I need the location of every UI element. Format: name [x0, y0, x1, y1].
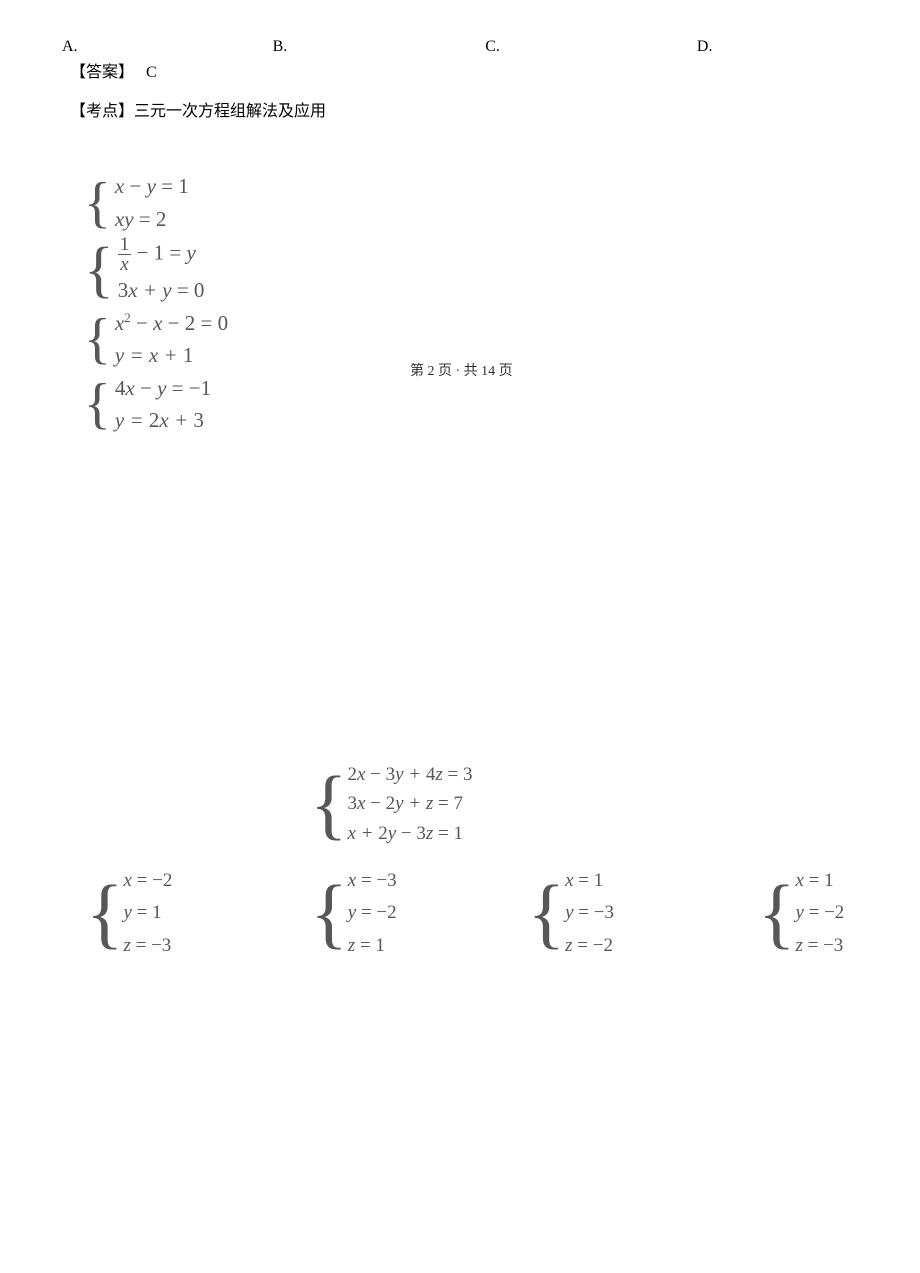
equations-block: { x − y = 1 xy = 2 { 1x − 1 = y 3x + y =… [84, 170, 228, 437]
ans-c-2: y = −3 [565, 897, 614, 929]
eq-group-1: { x − y = 1 xy = 2 [84, 170, 228, 235]
eq-line: x − y = 1 [115, 170, 189, 203]
answer-option-b: { x = −3 y = −2 z = 1 [310, 865, 396, 962]
eq-line: 3x + y = 0 [118, 274, 205, 307]
ans-c-1: x = 1 [565, 865, 614, 897]
brace-icon: { [84, 171, 111, 235]
eq-group-4: { 4x − y = −1 y = 2x + 3 [84, 372, 228, 437]
eq-line: x2 − x − 2 = 0 [115, 307, 228, 340]
eq-line: y = 2x + 3 [115, 404, 211, 437]
eq-group-3: { x2 − x − 2 = 0 y = x + 1 [84, 307, 228, 372]
ans-d-3: z = −3 [795, 930, 844, 962]
main-system: { 2x − 3y + 4z = 3 3x − 2y + z = 7 x + 2… [310, 760, 473, 848]
option-d-label: D. [697, 38, 713, 56]
answer-line: 【答案】 C [70, 58, 157, 82]
option-a-label: A. [62, 38, 78, 56]
answer-value: C [146, 64, 157, 81]
ans-d-1: x = 1 [795, 865, 844, 897]
brace-icon: { [84, 235, 114, 306]
system-eq-3: x + 2y − 3z = 1 [347, 819, 472, 848]
system-eq-2: 3x − 2y + z = 7 [347, 789, 472, 818]
page-indicator: 第 2 页 · 共 14 页 [410, 360, 513, 380]
brace-icon: { [310, 769, 347, 839]
eq-group-2: { 1x − 1 = y 3x + y = 0 [84, 235, 228, 307]
brace-icon: { [86, 878, 123, 948]
option-row: A. B. C. D. [62, 38, 862, 56]
option-c-label: C. [485, 38, 500, 56]
option-b-label: B. [273, 38, 288, 56]
answer-option-c: { x = 1 y = −3 z = −2 [528, 865, 614, 962]
system-eq-1: 2x − 3y + 4z = 3 [347, 760, 472, 789]
ans-d-2: y = −2 [795, 897, 844, 929]
brace-icon: { [528, 878, 565, 948]
brace-icon: { [84, 372, 111, 436]
ans-c-3: z = −2 [565, 930, 614, 962]
ans-a-1: x = −2 [123, 865, 172, 897]
ans-b-1: x = −3 [348, 865, 397, 897]
answer-options-row: { x = −2 y = 1 z = −3 { x = −3 y = −2 z … [86, 865, 886, 962]
answer-option-a: { x = −2 y = 1 z = −3 [86, 865, 172, 962]
answer-option-d: { x = 1 y = −2 z = −3 [758, 865, 844, 962]
exam-point-line: 【考点】三元一次方程组解法及应用 [70, 97, 326, 121]
ans-a-2: y = 1 [123, 897, 172, 929]
eq-line: 4x − y = −1 [115, 372, 211, 405]
brace-icon: { [310, 878, 347, 948]
exam-point-label: 【考点】 [70, 103, 134, 120]
brace-icon: { [84, 307, 111, 371]
eq-line: y = x + 1 [115, 339, 228, 372]
eq-line: 1x − 1 = y [118, 235, 205, 274]
ans-b-3: z = 1 [348, 930, 397, 962]
answer-label: 【答案】 [70, 64, 134, 81]
brace-icon: { [758, 878, 795, 948]
eq-line: xy = 2 [115, 203, 189, 236]
ans-b-2: y = −2 [348, 897, 397, 929]
exam-point-value: 三元一次方程组解法及应用 [134, 103, 326, 120]
ans-a-3: z = −3 [123, 930, 172, 962]
